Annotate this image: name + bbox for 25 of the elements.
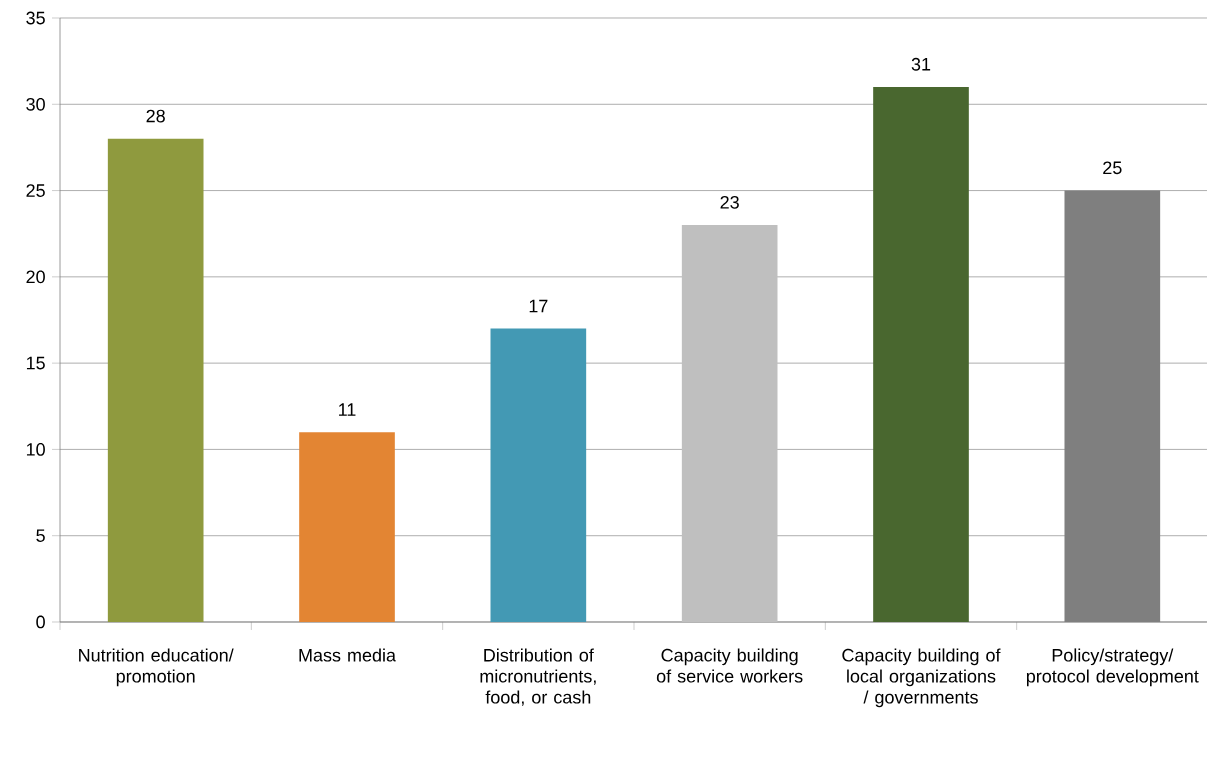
- y-tick-label: 20: [26, 270, 45, 284]
- data-label: 23: [720, 195, 739, 209]
- y-tick-label: 10: [26, 443, 45, 456]
- data-label: 31: [911, 57, 931, 71]
- bar: [681, 225, 778, 622]
- x-tick-label: Policy/strategy/ protocol development: [1026, 648, 1199, 687]
- y-tick-label: 30: [26, 97, 45, 111]
- y-tick-label: 35: [26, 11, 45, 25]
- bar: [107, 138, 204, 622]
- data-label: 25: [1103, 161, 1122, 175]
- bar: [490, 328, 587, 622]
- y-tick-label: 15: [26, 356, 45, 370]
- data-label: 17: [529, 299, 548, 313]
- y-tick-label: 25: [26, 184, 45, 197]
- y-tick-label: 0: [36, 615, 45, 629]
- bar: [299, 432, 395, 622]
- x-tick-label: Capacity building of local organizations / governments: [842, 648, 1001, 708]
- y-tick-label: 5: [36, 529, 45, 542]
- data-label: 28: [146, 109, 165, 123]
- data-label: 11: [339, 403, 356, 416]
- x-tick-label: Nutrition education/ promotion: [79, 648, 234, 687]
- x-tick-label: Capacity building of service workers: [656, 648, 803, 683]
- x-tick-label: Mass media: [299, 648, 396, 662]
- bar: [873, 87, 969, 622]
- x-tick-label: Distribution of micronutrients, food, or cash: [480, 648, 596, 706]
